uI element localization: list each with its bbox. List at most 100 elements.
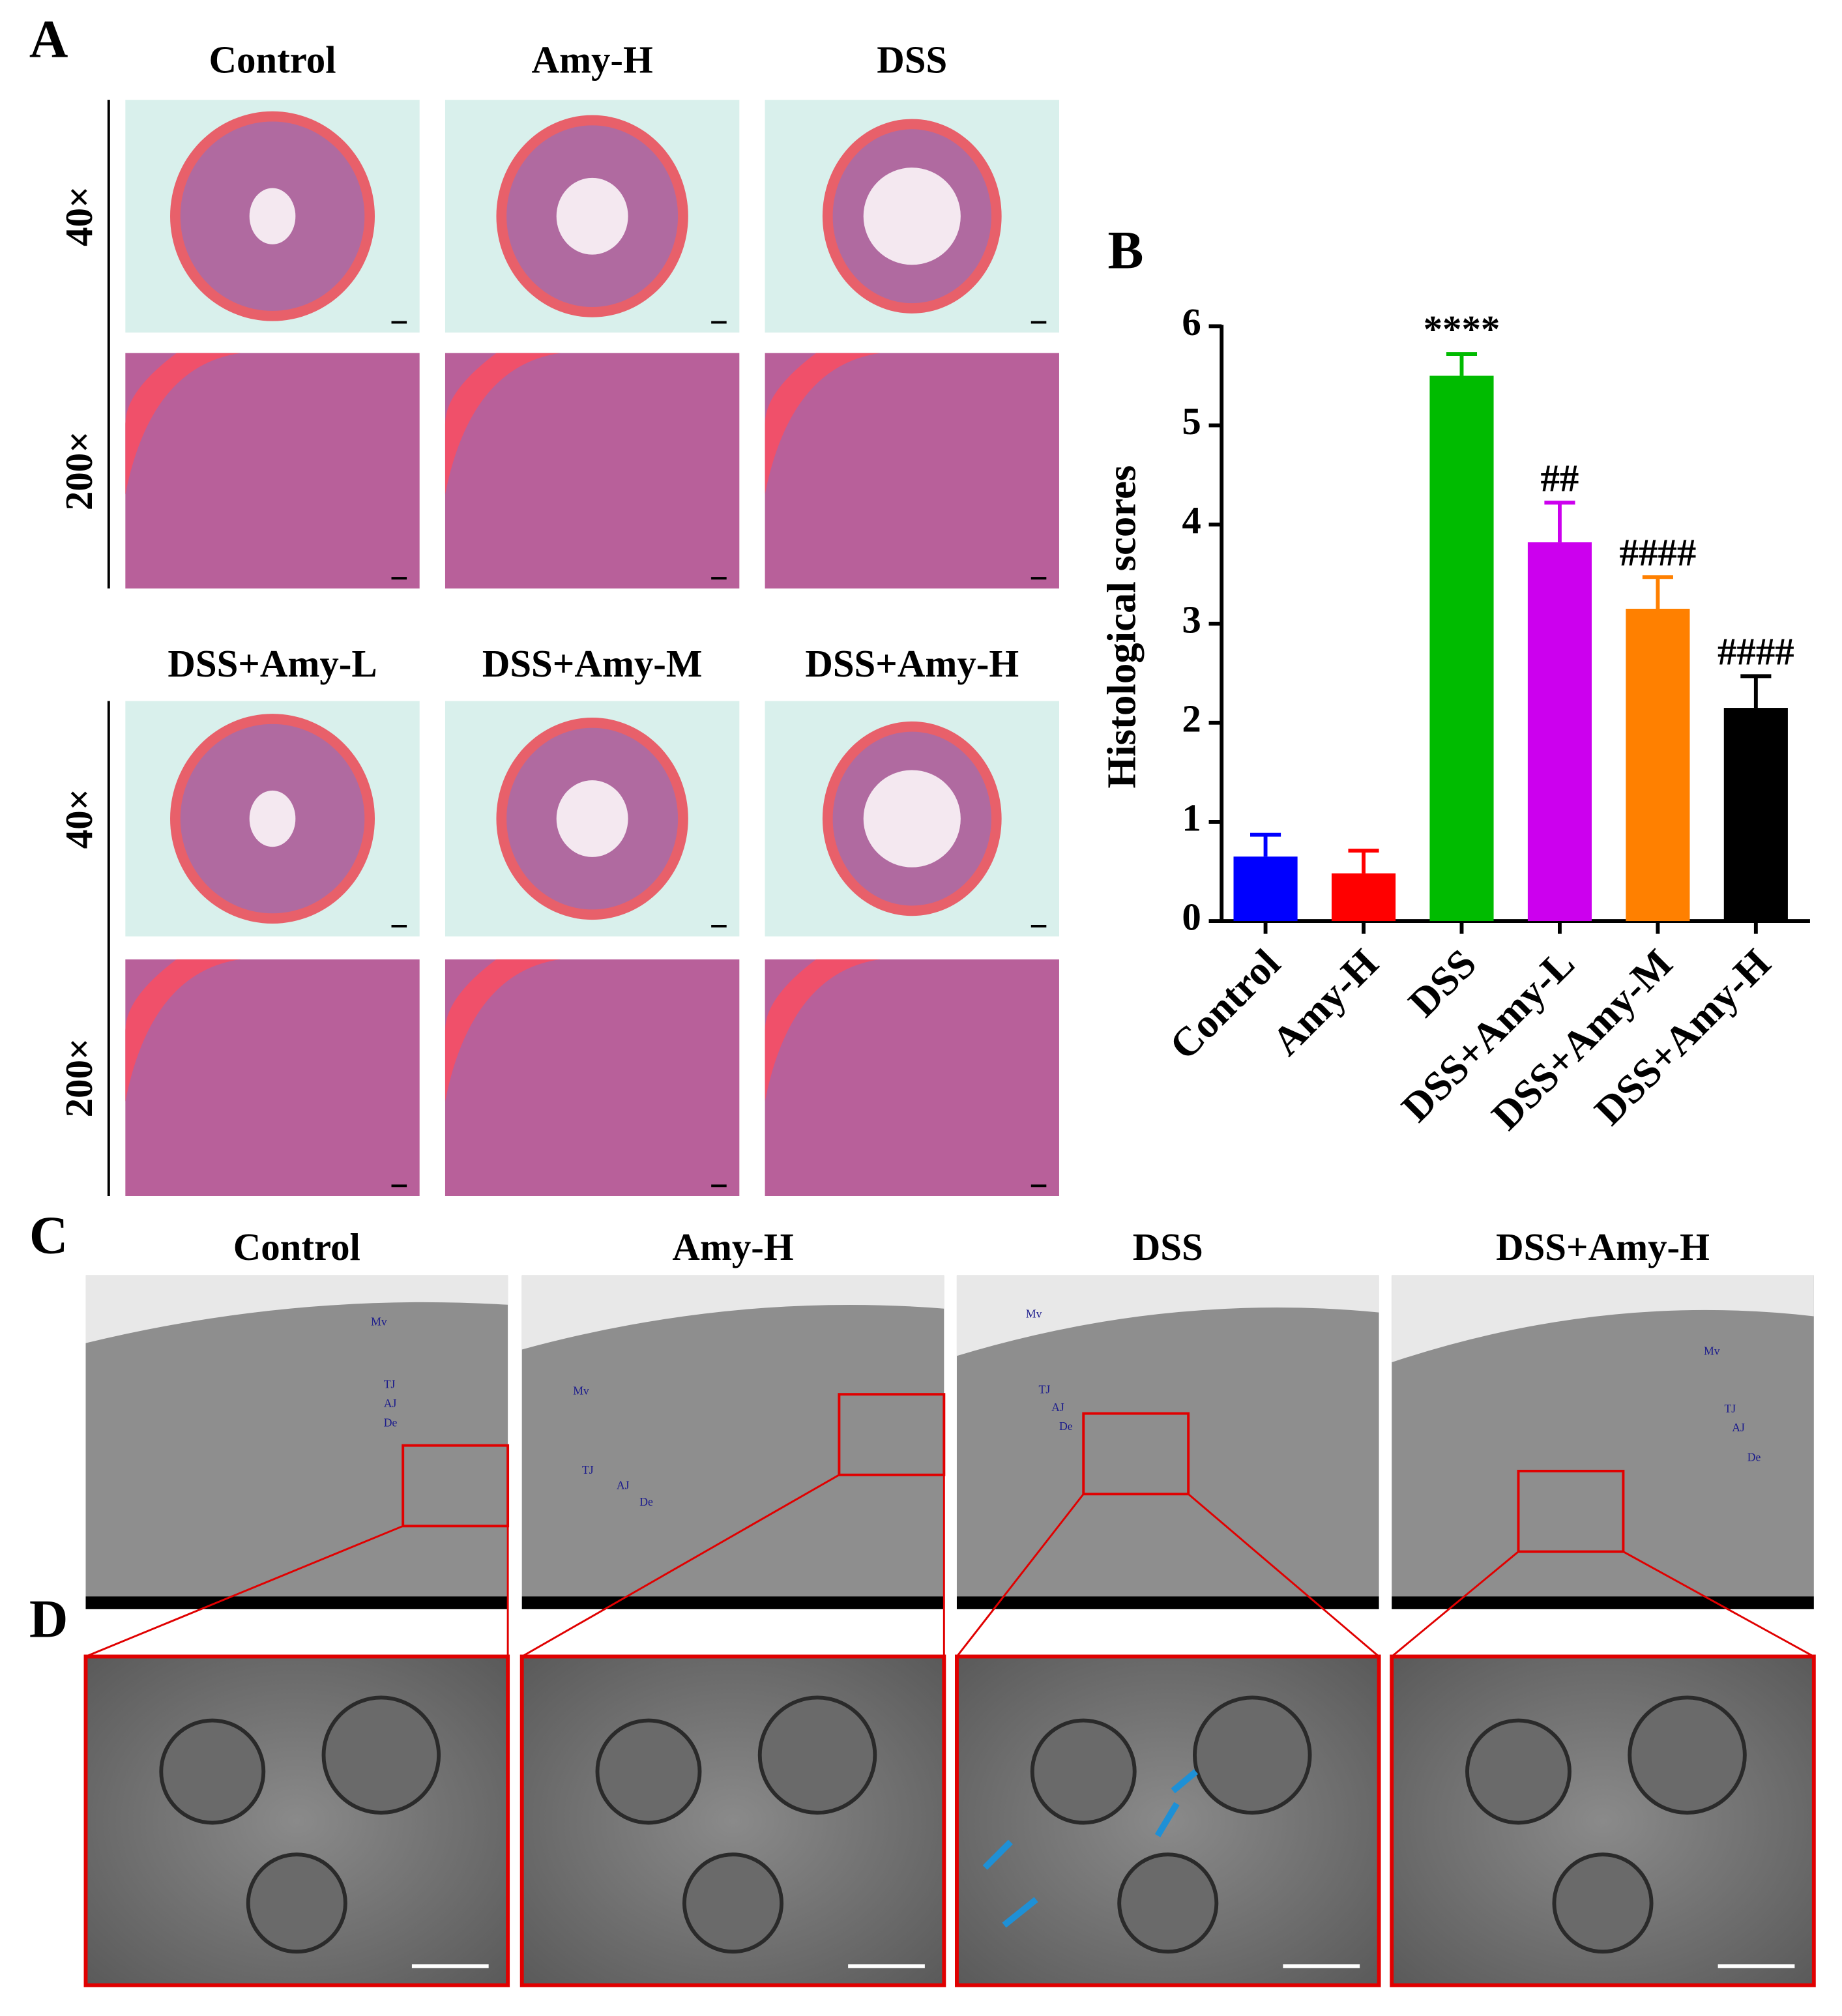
tem-annotation: De	[1059, 1420, 1073, 1433]
panel-label: D	[29, 1589, 68, 1648]
bar	[1429, 375, 1494, 922]
mitochondrion	[159, 1718, 266, 1825]
row-label: 200×	[58, 431, 100, 510]
lumen	[249, 790, 296, 847]
error-bar	[1642, 575, 1673, 609]
lumen	[863, 770, 961, 868]
y-tick-label: 4	[1182, 499, 1201, 542]
y-axis-title: Histological scores	[1098, 465, 1144, 789]
significance-label: ####	[1718, 630, 1794, 673]
microvilli-layer	[521, 1275, 944, 1350]
significance-label: ####	[1620, 531, 1697, 574]
row-label: 40×	[58, 789, 100, 849]
mitochondrion	[1552, 1852, 1654, 1954]
column-header: DSS	[1133, 1226, 1203, 1268]
tem-annotation: AJ	[1051, 1401, 1064, 1414]
y-tick-label: 6	[1182, 301, 1201, 343]
row-label: 200×	[58, 1038, 100, 1118]
zoom-box	[838, 1393, 946, 1476]
column-header: Amy-H	[531, 39, 652, 81]
error-bar	[1348, 849, 1379, 874]
column-header: Control	[209, 39, 336, 81]
y-tick-label: 1	[1182, 796, 1201, 839]
tem-annotation: TJ	[1039, 1382, 1051, 1395]
bar	[1527, 542, 1592, 922]
mitochondrion	[1628, 1695, 1747, 1815]
mitochondrion	[1193, 1695, 1312, 1815]
arrow	[1002, 1897, 1038, 1928]
muscle-layer	[765, 353, 881, 495]
mitochondrion	[1117, 1852, 1219, 1954]
tem-annotation: TJ	[1724, 1402, 1736, 1415]
mitochondrion	[1465, 1718, 1572, 1825]
bar	[1626, 608, 1690, 922]
zoom-line	[521, 1474, 840, 1658]
muscle-layer	[125, 959, 241, 1102]
muscle-layer	[765, 959, 881, 1102]
tem-annotation: Mv	[371, 1315, 387, 1328]
tem-annotation: Mv	[1704, 1344, 1720, 1357]
row-label: 40×	[58, 186, 100, 246]
column-header: DSS+Amy-M	[482, 643, 703, 685]
muscle-layer	[445, 959, 561, 1102]
mitochondrion	[246, 1852, 347, 1954]
x-tick-label: Control	[1161, 941, 1289, 1069]
lumen	[556, 780, 628, 857]
significance-label: ****	[1424, 308, 1500, 351]
error-bar	[1740, 674, 1772, 709]
column-header: DSS+Amy-L	[168, 643, 377, 685]
column-header: Control	[233, 1226, 360, 1268]
tem-annotation: TJ	[582, 1463, 594, 1476]
mitochondrion	[757, 1695, 877, 1815]
zoom-line	[85, 1525, 403, 1658]
error-bar	[1446, 352, 1478, 376]
panel-label: A	[29, 10, 68, 69]
tem-annotation: De	[639, 1495, 653, 1508]
histology-image	[125, 959, 420, 1196]
tem-annotation: De	[1747, 1450, 1761, 1463]
scale-strip	[85, 1596, 508, 1609]
scale-strip	[956, 1596, 1379, 1609]
tem-annotation: TJ	[384, 1377, 396, 1390]
y-tick-label: 0	[1182, 896, 1201, 939]
muscle-layer	[445, 353, 561, 495]
panel-label: C	[29, 1206, 68, 1265]
arrow	[1154, 1802, 1180, 1837]
significance-label: ##	[1541, 457, 1579, 499]
bar	[1723, 708, 1788, 922]
microvilli-layer	[85, 1275, 508, 1343]
microvilli-layer	[1392, 1275, 1814, 1363]
column-header: DSS+Amy-H	[805, 643, 1019, 685]
mitochondrion	[595, 1718, 702, 1825]
tem-annotation: Mv	[573, 1384, 589, 1397]
histology-image	[445, 353, 740, 589]
zoom-box	[1082, 1412, 1190, 1496]
lumen	[556, 177, 628, 255]
histology-image	[765, 959, 1059, 1196]
zoom-line	[956, 1493, 1085, 1658]
error-bar	[1544, 501, 1575, 543]
mitochondrion	[321, 1695, 441, 1815]
arrow	[1171, 1769, 1199, 1794]
histology-image	[125, 353, 420, 589]
tem-annotation: De	[384, 1416, 398, 1429]
lumen	[863, 168, 961, 265]
panel-label: B	[1108, 220, 1144, 280]
arrow	[982, 1839, 1013, 1870]
bar	[1331, 873, 1396, 922]
microvilli-layer	[956, 1275, 1379, 1356]
zoom-line	[1622, 1551, 1815, 1658]
mitochondrion	[1030, 1718, 1137, 1825]
zoom-box	[402, 1444, 510, 1528]
tem-annotation: AJ	[1732, 1421, 1745, 1434]
zoom-line	[1188, 1493, 1380, 1658]
histology-image	[445, 959, 740, 1196]
column-header: DSS+Amy-H	[1496, 1226, 1710, 1268]
column-header: Amy-H	[672, 1226, 793, 1268]
y-tick-label: 3	[1182, 598, 1201, 641]
y-tick-label: 5	[1182, 400, 1201, 443]
mitochondrion	[682, 1852, 784, 1954]
error-bar	[1250, 832, 1281, 857]
muscle-layer	[125, 353, 241, 495]
